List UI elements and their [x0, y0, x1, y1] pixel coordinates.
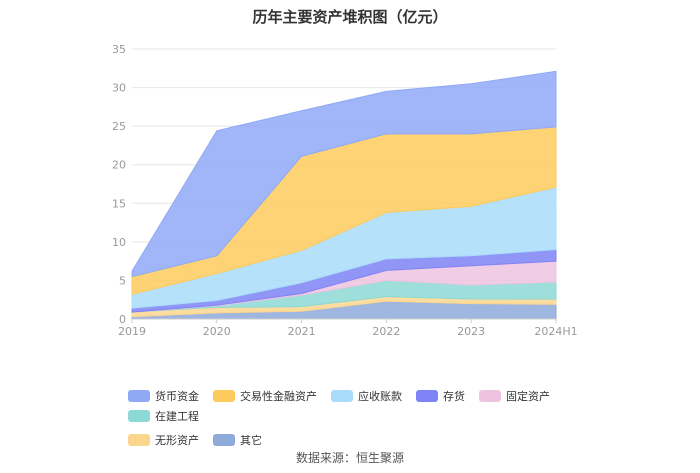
- legend-item[interactable]: 应收账款: [331, 388, 402, 404]
- chart-legend: 货币资金 交易性金融资产 应收账款 存货 固定资产在建工程无形资产 其它: [128, 388, 598, 448]
- chart-title: 历年主要资产堆积图（亿元）: [252, 8, 448, 26]
- legend-label: 货币资金: [155, 390, 199, 403]
- y-tick-label: 10: [112, 236, 126, 249]
- y-tick-label: 5: [119, 274, 126, 287]
- legend-item[interactable]: 货币资金: [128, 388, 199, 404]
- legend-swatch: [416, 390, 438, 402]
- legend-swatch: [128, 434, 150, 446]
- legend-swatch: [128, 390, 150, 402]
- legend-item[interactable]: 交易性金融资产: [213, 388, 317, 404]
- x-tick-label: 2023: [457, 325, 485, 338]
- legend-item[interactable]: 固定资产: [479, 388, 550, 404]
- y-tick-label: 0: [119, 313, 126, 326]
- legend-swatch: [213, 390, 235, 402]
- legend-item[interactable]: 其它: [213, 432, 262, 448]
- chart-plot: 0 5 10 15 20 25 30 35 2019 2020 2021 2022 2023 2024H1: [112, 43, 578, 338]
- legend-item[interactable]: 存货: [416, 388, 465, 404]
- legend-swatch: [479, 390, 501, 402]
- legend-item[interactable]: 在建工程: [128, 408, 199, 424]
- legend-label: 固定资产: [506, 390, 550, 403]
- legend-swatch: [128, 410, 150, 422]
- x-tick-label: 2022: [372, 325, 400, 338]
- y-tick-label: 15: [112, 197, 126, 210]
- legend-item[interactable]: 无形资产: [128, 432, 199, 448]
- legend-label: 在建工程: [155, 410, 199, 423]
- x-tick-label: 2021: [288, 325, 316, 338]
- x-tick-label: 2024H1: [534, 325, 577, 338]
- y-tick-label: 20: [112, 159, 126, 172]
- legend-label: 交易性金融资产: [240, 390, 317, 403]
- area-series-7: [131, 70, 557, 278]
- y-tick-label: 30: [112, 82, 126, 95]
- y-tick-label: 25: [112, 120, 126, 133]
- y-tick-label: 35: [112, 43, 126, 56]
- legend-label: 无形资产: [155, 434, 199, 447]
- legend-swatch: [331, 390, 353, 402]
- x-tick-label: 2019: [118, 325, 146, 338]
- legend-label: 其它: [240, 434, 262, 447]
- data-source: 数据来源：恒生聚源: [295, 451, 404, 465]
- x-tick-label: 2020: [203, 325, 231, 338]
- legend-swatch: [213, 434, 235, 446]
- legend-label: 应收账款: [358, 390, 402, 403]
- legend-label: 存货: [443, 390, 465, 403]
